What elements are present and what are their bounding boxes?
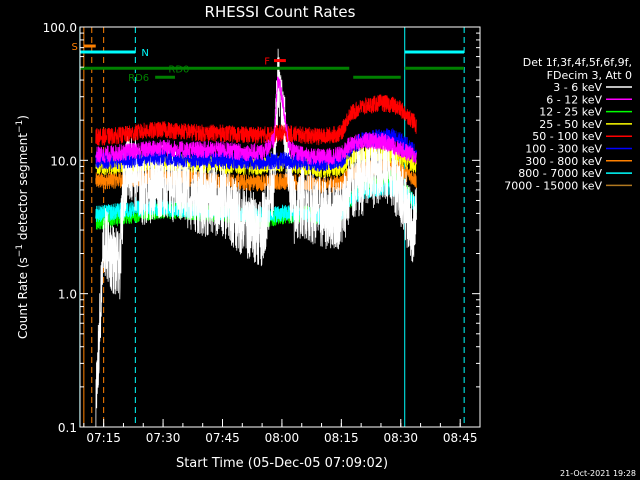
legend-entry-label: 6 - 12 keV — [546, 93, 602, 106]
y-tick-label: 100.0 — [43, 21, 77, 35]
flag-label: S — [71, 42, 77, 53]
y-tick-label: 0.1 — [58, 421, 77, 435]
flag-layer: S N F RD0 RD6 — [71, 42, 464, 84]
x-axis-ticks: 07:15 07:30 07:45 08:00 08:15 08:30 08:45 — [83, 419, 481, 445]
legend-entry-label: 25 - 50 keV — [539, 118, 602, 131]
flag-label: F — [264, 57, 270, 68]
legend-entry-label: 7000 - 15000 keV — [504, 179, 602, 192]
x-tick-label: 08:00 — [265, 431, 300, 445]
legend-entry-label: 100 - 300 keV — [525, 143, 602, 156]
y-tick-label: 1.0 — [58, 288, 77, 302]
series-layer — [95, 48, 417, 428]
flag-label: N — [141, 48, 148, 59]
x-tick-label: 07:15 — [86, 431, 121, 445]
y-tick-label: 10.0 — [50, 154, 77, 168]
x-tick-label: 08:15 — [324, 431, 359, 445]
legend-entry-label: 300 - 800 keV — [525, 155, 602, 168]
timestamp: 21-Oct-2021 19:28 — [560, 469, 636, 478]
y-axis-label: Count Rate (s−1 detector segment−1) — [15, 115, 30, 339]
y-axis-ticks: 0.1 1.0 10.0 100.0 — [43, 21, 480, 435]
legend-entry-label: 50 - 100 keV — [532, 130, 602, 143]
x-tick-label: 07:30 — [146, 431, 181, 445]
legend-entry-label: 800 - 7000 keV — [518, 167, 602, 180]
legend-header-line-1: Det 1f,3f,4f,5f,6f,9f, — [523, 56, 632, 69]
series-line — [95, 76, 417, 166]
series-line — [95, 48, 417, 428]
legend: Det 1f,3f,4f,5f,6f,9f, FDecim 3, Att 0 3… — [504, 56, 632, 192]
x-axis-label: Start Time (05-Dec-05 07:09:02) — [176, 456, 388, 471]
legend-entry-label: 3 - 6 keV — [553, 81, 602, 94]
legend-header-line-2: FDecim 3, Att 0 — [547, 69, 632, 82]
x-tick-label: 08:45 — [443, 431, 478, 445]
flag-label: RD0 — [168, 64, 189, 75]
legend-entry-label: 12 - 25 keV — [539, 106, 602, 119]
series-line — [95, 94, 417, 146]
plot-frame — [79, 26, 481, 428]
x-tick-label: 08:30 — [383, 431, 418, 445]
x-tick-label: 07:45 — [205, 431, 240, 445]
chart-title: RHESSI Count Rates — [205, 3, 356, 21]
flag-label: RD6 — [128, 73, 149, 84]
